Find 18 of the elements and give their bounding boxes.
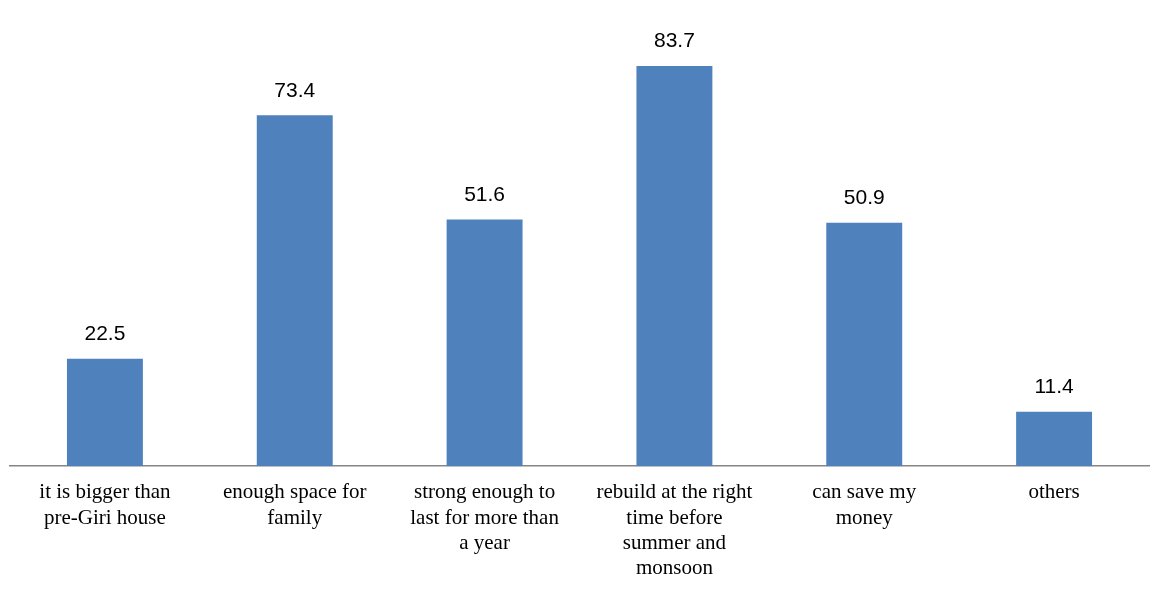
x-tick-label: enough space for family: [223, 479, 367, 529]
bar: [826, 222, 903, 467]
data-label: 73.4: [274, 77, 316, 101]
data-label: 83.7: [653, 28, 695, 52]
data-label: 22.5: [84, 320, 126, 344]
bar: [66, 358, 143, 467]
x-tick-label: rebuild at the right time before summer and monsoon: [596, 479, 753, 579]
x-tick-label: can save my money: [812, 479, 917, 529]
data-label: 51.6: [464, 181, 506, 205]
bar: [636, 66, 713, 467]
x-tick-label: strong enough to last for more than a year: [410, 479, 560, 554]
bar: [256, 115, 333, 467]
x-tick-label: it is bigger than pre-Giri house: [39, 479, 172, 529]
data-label: 11.4: [1034, 373, 1075, 397]
data-label: 50.9: [843, 185, 885, 209]
bar: [1016, 411, 1093, 467]
x-tick-label: others: [1028, 479, 1080, 504]
bar: [446, 219, 523, 467]
